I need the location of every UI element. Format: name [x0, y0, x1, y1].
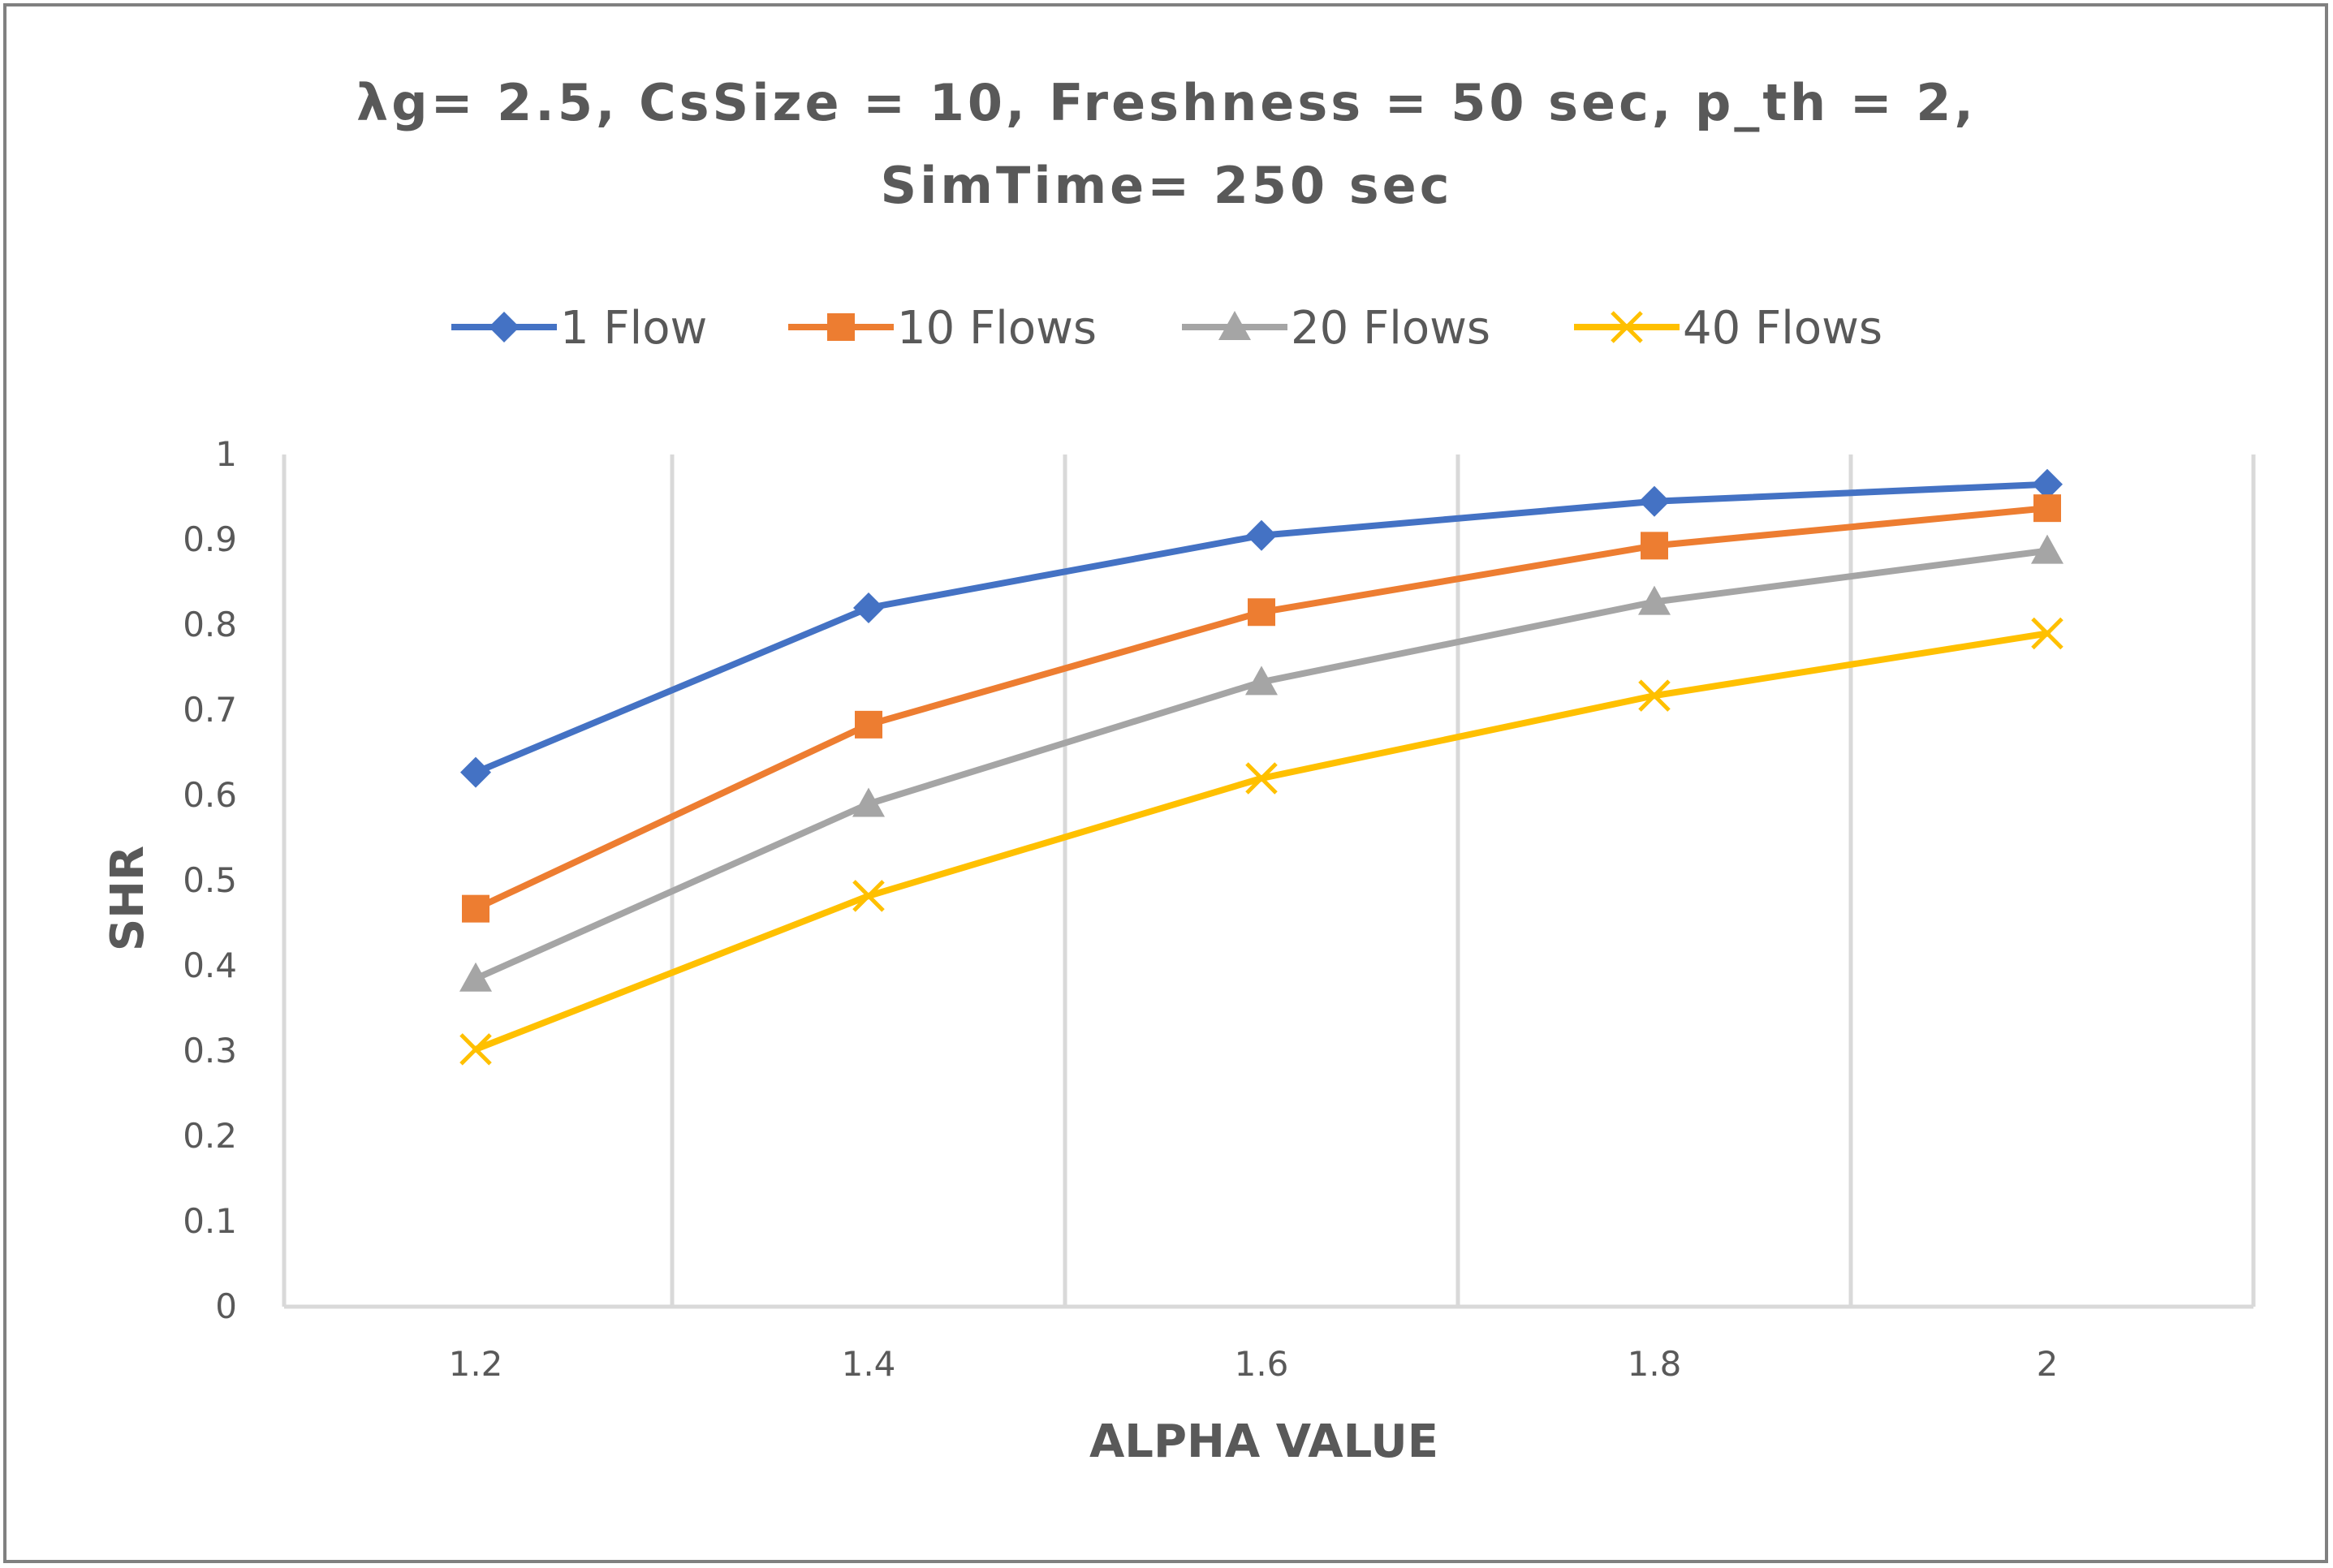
- legend-marker: [489, 312, 520, 342]
- legend-entry-2: 10 Flows: [788, 302, 1097, 355]
- legend-entry-1: 1 Flow: [451, 302, 707, 355]
- axes: [282, 454, 2253, 1309]
- data-point: [853, 592, 884, 623]
- y-axis-ticks: 0 0.1 0.2 0.3 0.4 0.5 0.6 0.7 0.8 0.9 1: [183, 434, 237, 1326]
- data-point: [855, 710, 882, 739]
- data-point: [2031, 534, 2063, 564]
- x-tick-label: 1.8: [1628, 1344, 1682, 1384]
- data-point: [2032, 468, 2063, 500]
- x-tick-label: 1.2: [449, 1344, 503, 1384]
- y-axis-title: SHR: [101, 846, 154, 951]
- data-point: [1639, 485, 1670, 517]
- series-4: [459, 617, 2063, 1066]
- data-point: [459, 962, 492, 992]
- series-2: [462, 494, 2061, 923]
- series-1: [460, 468, 2063, 788]
- marker-stroke: [459, 1033, 492, 1066]
- data-point: [1248, 598, 1275, 627]
- legend-marker: [1218, 311, 1251, 340]
- y-tick-label: 0.9: [183, 519, 237, 559]
- y-tick-label: 0: [215, 1286, 237, 1326]
- x-tick-label: 1.6: [1235, 1344, 1289, 1384]
- x-axis-title: ALPHA VALUE: [1089, 1415, 1438, 1468]
- x-tick-label: 1.4: [842, 1344, 896, 1384]
- legend-label: 20 Flows: [1291, 302, 1490, 355]
- gridlines: [670, 454, 2256, 1307]
- legend-marker: [1611, 311, 1643, 343]
- series-3: [459, 534, 2063, 992]
- x-axis-ticks: 1.2 1.4 1.6 1.8 2: [449, 1344, 2059, 1384]
- data-point: [852, 880, 885, 912]
- data-point: [1638, 679, 1671, 712]
- legend: 1 Flow 10 Flows 20 Flows 40 Flows: [451, 302, 1882, 355]
- marker-stroke: [2031, 617, 2063, 650]
- data-point: [1245, 666, 1278, 696]
- data-point: [1641, 532, 1668, 560]
- data-point: [2031, 617, 2063, 650]
- legend-label: 1 Flow: [560, 302, 707, 355]
- legend-label: 40 Flows: [1683, 302, 1882, 355]
- data-point: [2033, 494, 2061, 523]
- legend-entry-4: 40 Flows: [1574, 302, 1882, 355]
- y-tick-label: 0.7: [183, 690, 237, 730]
- chart-title-line-1: λg= 2.5, CsSize = 10, Freshness = 50 sec…: [356, 73, 1977, 132]
- data-point: [1245, 762, 1278, 795]
- y-tick-label: 0.3: [183, 1031, 237, 1070]
- marker-stroke: [852, 880, 885, 912]
- data-point: [1246, 519, 1277, 551]
- data-point: [460, 756, 491, 788]
- legend-label: 10 Flows: [897, 302, 1097, 355]
- y-tick-label: 1: [215, 434, 237, 474]
- data-point: [1638, 585, 1671, 615]
- y-tick-label: 0.4: [183, 946, 237, 985]
- y-tick-label: 0.6: [183, 775, 237, 815]
- chart-title-line-2: SimTime= 250 sec: [881, 156, 1453, 215]
- y-tick-label: 0.5: [183, 860, 237, 900]
- marker-stroke: [1638, 679, 1671, 712]
- series-layer: [459, 468, 2063, 1066]
- x-tick-label: 2: [2037, 1344, 2059, 1384]
- data-point: [462, 894, 489, 923]
- marker-stroke: [1245, 762, 1278, 795]
- y-tick-label: 0.8: [183, 605, 237, 644]
- data-point: [459, 1033, 492, 1066]
- marker-stroke: [1611, 311, 1643, 343]
- legend-entry-3: 20 Flows: [1182, 302, 1490, 355]
- y-tick-label: 0.2: [183, 1116, 237, 1156]
- y-tick-label: 0.1: [183, 1201, 237, 1241]
- chart-border: [3, 3, 2328, 1563]
- legend-marker: [827, 313, 855, 341]
- data-point: [852, 787, 885, 817]
